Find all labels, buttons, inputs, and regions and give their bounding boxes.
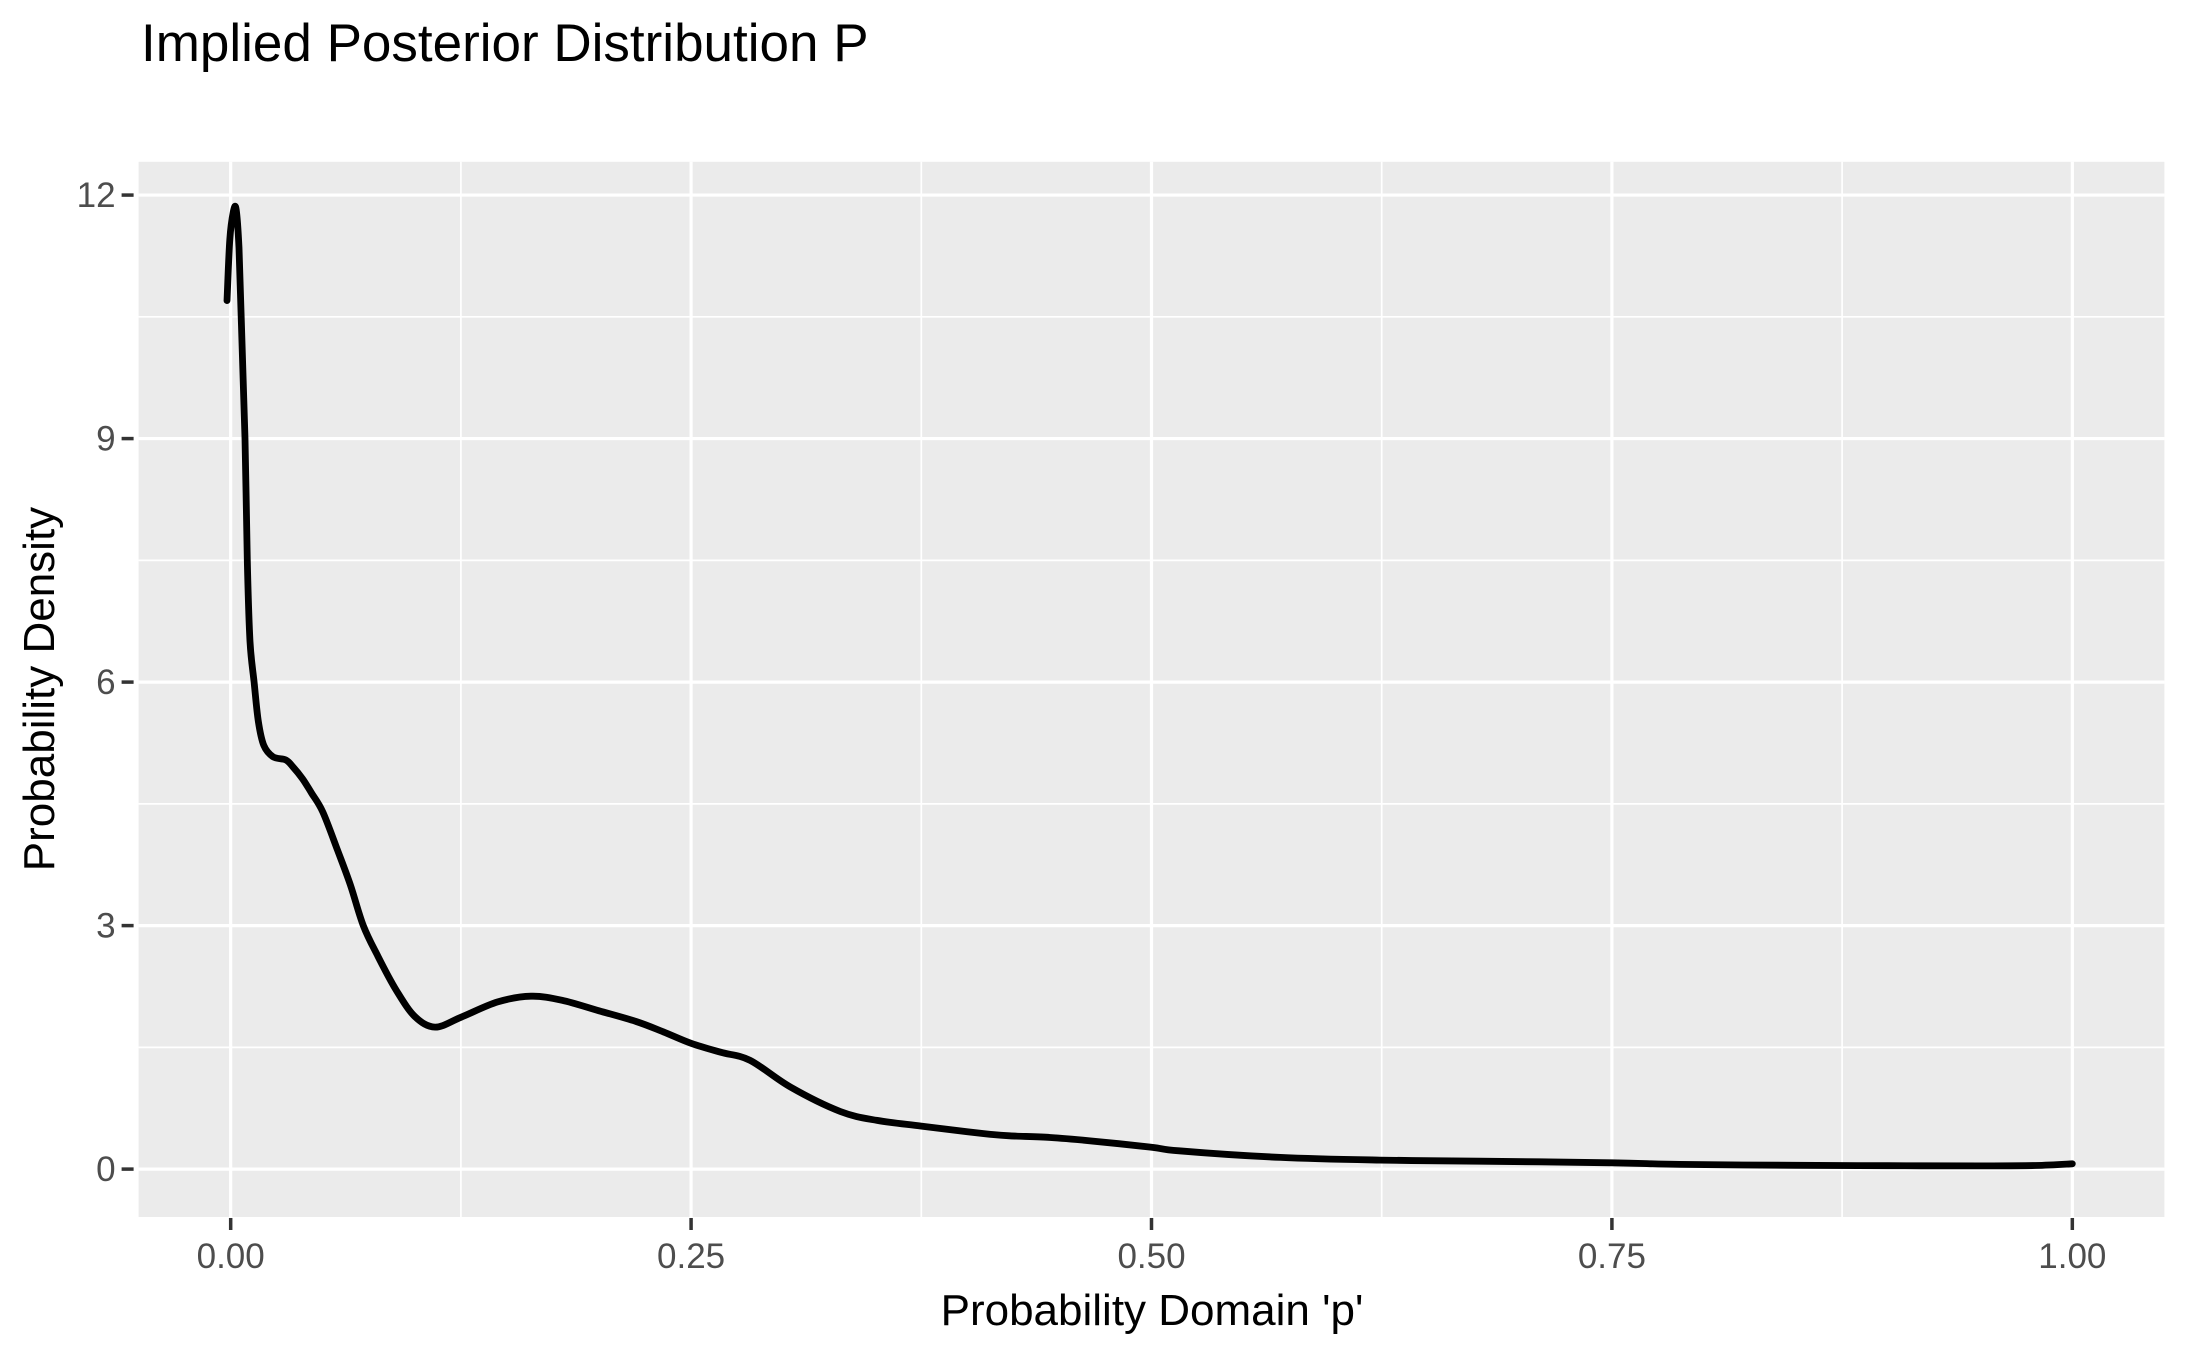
x-tick-label: 1.00 (2038, 1237, 2106, 1276)
x-axis-title: Probability Domain 'p' (940, 1286, 1364, 1335)
y-tick-label: 3 (96, 907, 115, 946)
y-tick-label: 6 (96, 663, 115, 702)
x-tick-label: 0.50 (1117, 1237, 1185, 1276)
y-tick-label: 9 (96, 420, 115, 459)
x-tick-label: 0.00 (197, 1237, 265, 1276)
density-curve (223, 202, 2076, 1170)
x-tick-label: 0.75 (1578, 1237, 1646, 1276)
y-tick-label: 12 (77, 176, 116, 215)
x-tick-label: 0.25 (657, 1237, 725, 1276)
plot-title: Implied Posterior Distribution P (141, 14, 869, 73)
y-tick-label: 0 (96, 1150, 115, 1189)
